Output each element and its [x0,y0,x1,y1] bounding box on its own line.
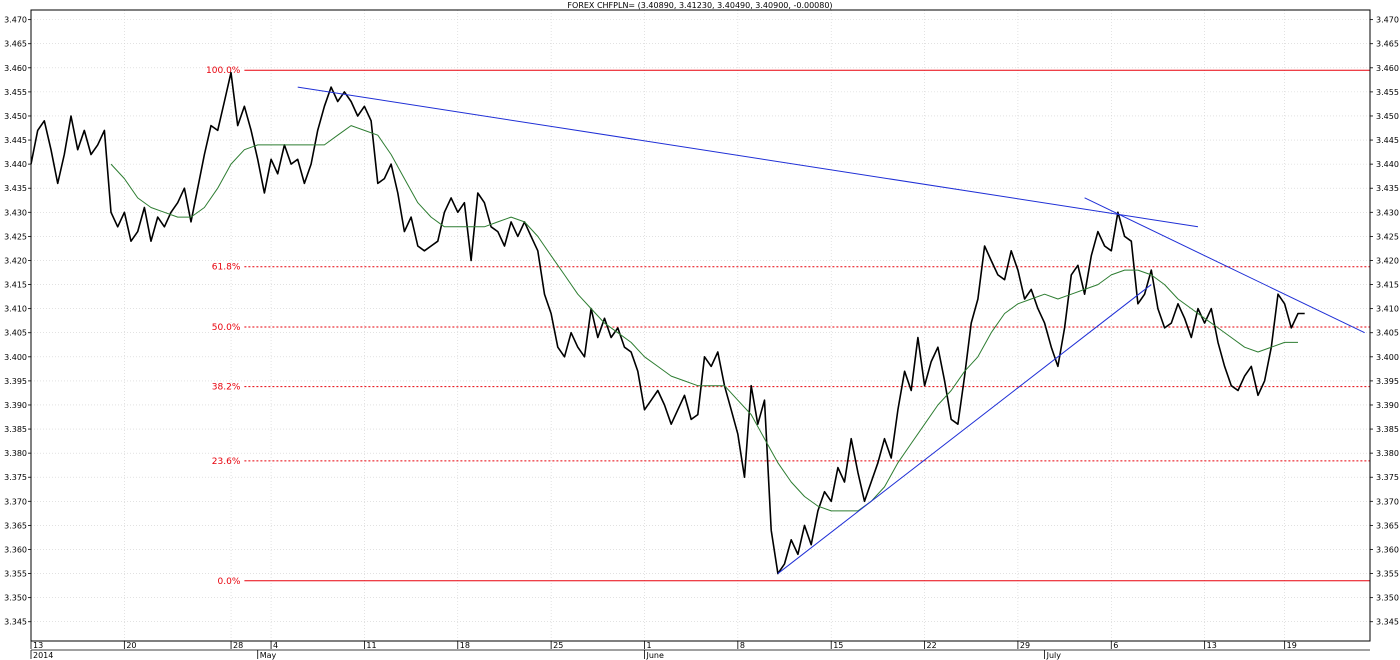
month-label: July [1046,651,1062,660]
month-label: May [260,651,277,660]
y-tick-label-left: 3.390 [4,401,27,410]
y-tick-label-right: 3.410 [1376,305,1399,314]
y-tick-label-right: 3.415 [1376,281,1399,290]
y-tick-label-right: 3.435 [1376,184,1399,193]
y-tick-label-left: 3.375 [4,473,27,482]
y-tick-label-right: 3.380 [1376,449,1399,458]
y-tick-label-left: 3.380 [4,449,27,458]
y-tick-label-left: 3.425 [4,232,27,241]
y-tick-label-left: 3.460 [4,64,27,73]
y-tick-label-left: 3.385 [4,425,27,434]
grid [30,10,1370,641]
y-tick-label-right: 3.420 [1376,256,1399,265]
y-tick-label-left: 3.360 [4,545,27,554]
y-tick-label-left: 3.430 [4,208,27,217]
trendline [297,86,1199,228]
y-tick-label-left: 3.400 [4,353,27,362]
y-tick-label-left: 3.410 [4,305,27,314]
price-series-line [30,71,1305,575]
y-tick-label-right: 3.355 [1376,570,1399,579]
x-tick-label: 28 [233,641,243,650]
fib-label: 61.8% [212,263,241,273]
plot-frame [30,9,1371,642]
fib-label: 50.0% [212,323,241,333]
axes: 3.345 3.345 3.350 3.350 3.355 3.355 3.360 3.360… [4,9,1399,660]
x-tick-label: 19 [1287,641,1297,650]
y-tick-label-left: 3.365 [4,521,27,530]
x-tick-label: 25 [553,641,563,650]
y-tick-label-right: 3.370 [1376,497,1399,506]
y-tick-label-left: 3.435 [4,184,27,193]
y-tick-label-right: 3.375 [1376,473,1399,482]
y-tick-label-right: 3.385 [1376,425,1399,434]
x-tick-label: 1 [646,641,651,650]
y-tick-label-right: 3.400 [1376,353,1399,362]
x-tick-label: 18 [460,641,470,650]
x-tick-label: 4 [273,641,278,650]
fib-label: 100.0% [206,66,241,76]
y-tick-label-right: 3.350 [1376,594,1399,603]
fib-label: 23.6% [212,457,241,467]
y-tick-label-left: 3.445 [4,136,27,145]
x-tick-label: 20 [126,641,136,650]
fibonacci-levels: 100.0% 61.8% 50.0% 38.2% 23.6% 0.0% [206,66,1370,587]
month-label: 2014 [33,651,53,660]
x-tick-label: 8 [740,641,745,650]
y-tick-label-left: 3.395 [4,377,27,386]
y-tick-label-right: 3.430 [1376,208,1399,217]
fib-label: 38.2% [212,383,241,393]
x-tick-label: 15 [833,641,843,650]
x-tick-label: 13 [33,641,43,650]
y-tick-label-right: 3.455 [1376,88,1399,97]
y-tick-label-right: 3.395 [1376,377,1399,386]
y-tick-label-right: 3.465 [1376,40,1399,49]
y-tick-label-right: 3.390 [1376,401,1399,410]
trendline [777,284,1152,574]
y-tick-label-left: 3.405 [4,329,27,338]
month-label: June [645,651,664,660]
y-tick-label-left: 3.470 [4,16,27,25]
fib-label: 0.0% [218,577,241,587]
y-tick-label-right: 3.360 [1376,545,1399,554]
trendline [1084,197,1365,334]
y-tick-label-right: 3.425 [1376,232,1399,241]
y-tick-label-right: 3.345 [1376,618,1399,627]
series [30,71,1305,575]
y-tick-label-left: 3.420 [4,256,27,265]
y-tick-label-right: 3.440 [1376,160,1399,169]
y-tick-label-right: 3.470 [1376,16,1399,25]
y-tick-label-left: 3.350 [4,594,27,603]
y-tick-label-right: 3.450 [1376,112,1399,121]
y-tick-label-left: 3.455 [4,88,27,97]
chart-title: FOREX CHFPLN= (3.40890, 3.41230, 3.40490… [567,1,832,10]
y-tick-label-left: 3.465 [4,40,27,49]
y-tick-label-left: 3.440 [4,160,27,169]
y-tick-label-right: 3.405 [1376,329,1399,338]
x-tick-label: 13 [1207,641,1217,650]
y-tick-label-left: 3.415 [4,281,27,290]
x-tick-label: 11 [366,641,376,650]
x-tick-label: 29 [1020,641,1030,650]
trendlines [297,86,1365,574]
x-tick-label: 6 [1113,641,1118,650]
y-tick-label-left: 3.370 [4,497,27,506]
y-tick-label-left: 3.450 [4,112,27,121]
y-tick-label-right: 3.445 [1376,136,1399,145]
x-tick-label: 22 [927,641,937,650]
y-tick-label-right: 3.365 [1376,521,1399,530]
y-tick-label-right: 3.460 [1376,64,1399,73]
y-tick-label-left: 3.345 [4,618,27,627]
moving-average-line [110,125,1298,512]
y-tick-label-left: 3.355 [4,570,27,579]
